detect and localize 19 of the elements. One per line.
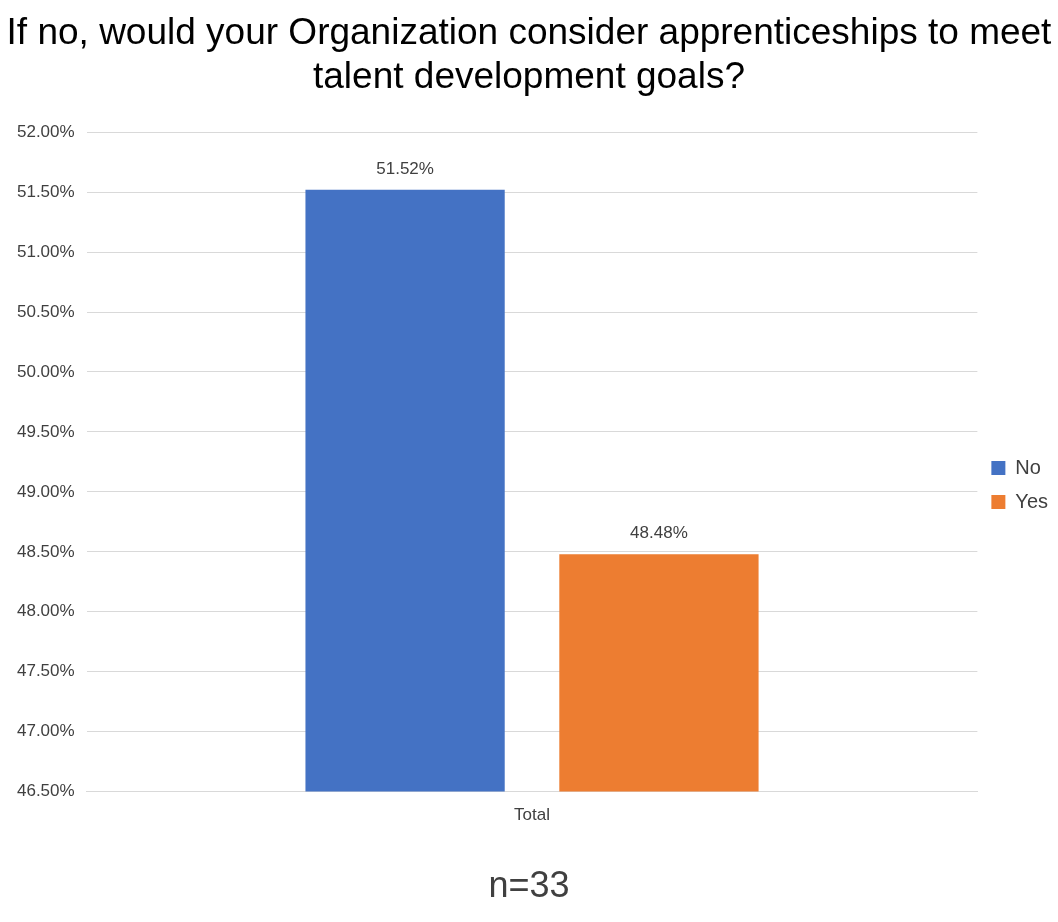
y-tick-label: 51.00% xyxy=(16,241,75,261)
y-tick-label: 49.50% xyxy=(16,421,75,441)
y-tick-label: 51.50% xyxy=(16,181,75,201)
y-tick-label: 47.50% xyxy=(16,661,75,681)
y-tick-label: 50.00% xyxy=(16,361,75,381)
data-label: 48.48% xyxy=(630,523,688,543)
legend-label: No xyxy=(1015,455,1041,478)
x-tick-label: Total xyxy=(514,805,550,825)
text: n=33 xyxy=(487,864,571,906)
y-tick-label: 47.00% xyxy=(16,721,75,741)
y-tick-label: 46.50% xyxy=(16,781,75,801)
chart-title: If no, would your Organization consider apprenticeships to meet talent development goals? xyxy=(5,10,1053,98)
y-tick-label: 48.50% xyxy=(16,541,75,561)
y-tick-label: 48.00% xyxy=(16,601,75,621)
y-tick-label: 52.00% xyxy=(16,121,75,141)
y-tick-label: 49.00% xyxy=(16,481,75,501)
data-label: 51.52% xyxy=(376,158,434,178)
y-tick-label: 50.50% xyxy=(16,301,75,321)
legend-label: Yes xyxy=(1015,489,1049,512)
